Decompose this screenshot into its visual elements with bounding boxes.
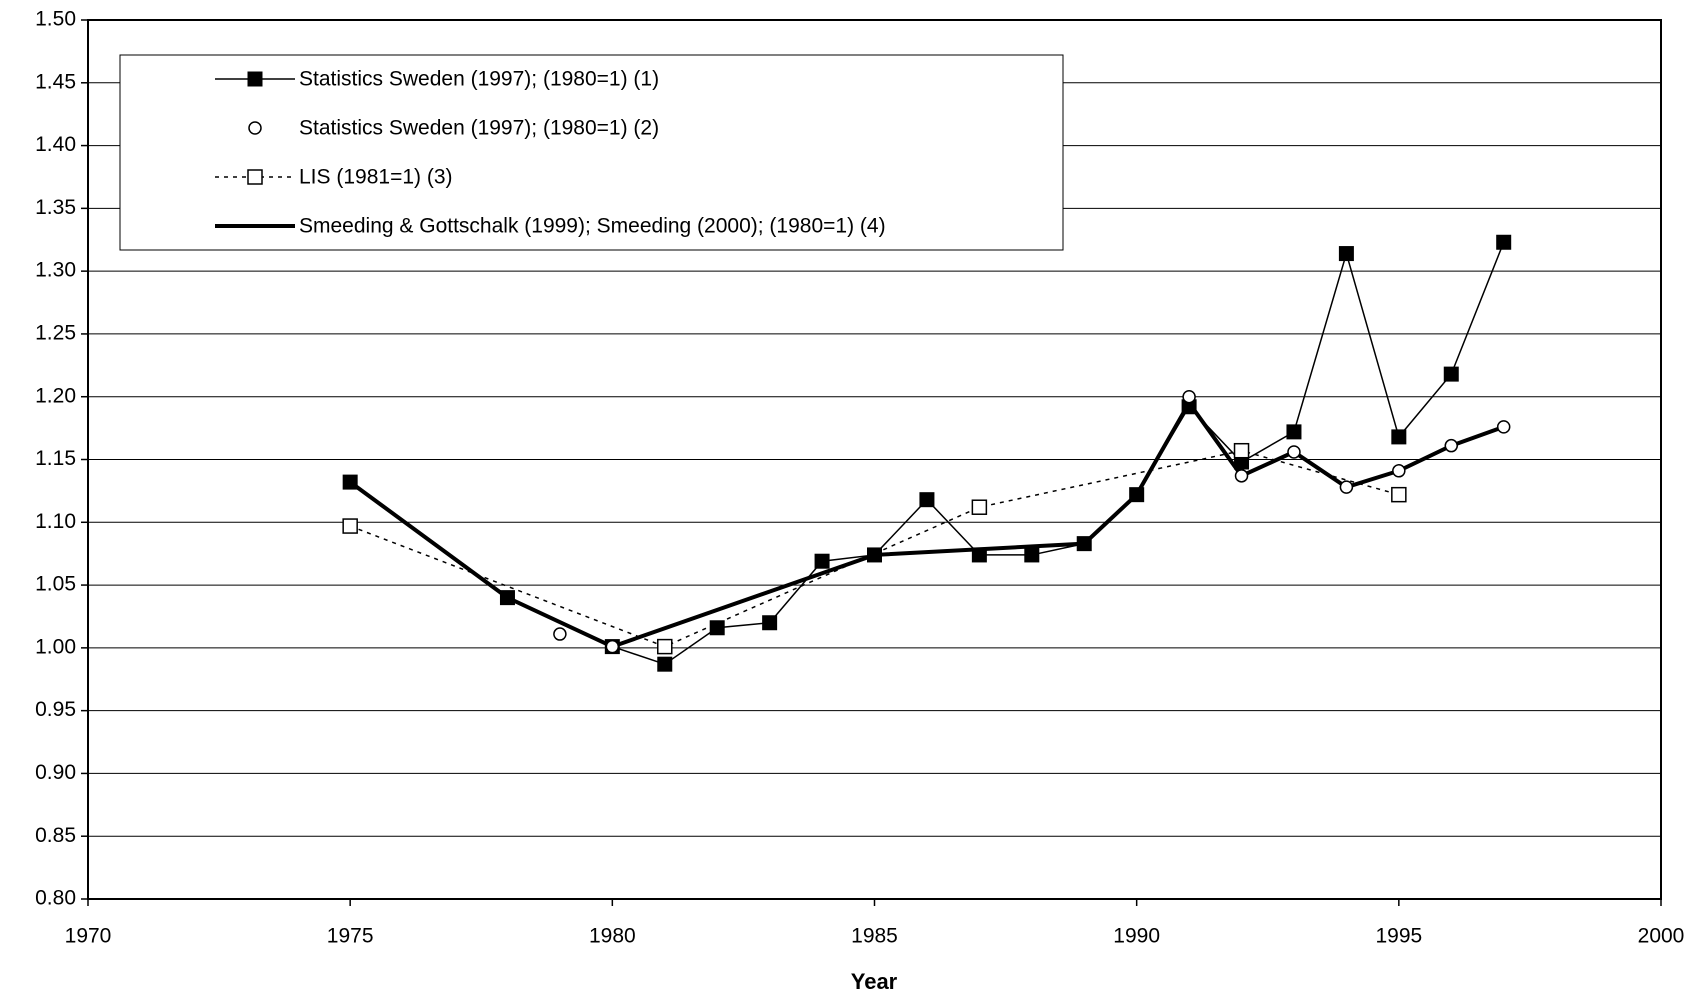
point [814, 553, 830, 569]
point [919, 492, 935, 508]
y-tick-label: 0.90 [35, 761, 76, 784]
point [709, 620, 725, 636]
y-tick-label: 1.25 [35, 321, 76, 344]
x-tick-label: 1970 [65, 925, 112, 948]
point [1444, 438, 1459, 453]
point [1339, 480, 1354, 494]
legend-box [119, 54, 1064, 251]
y-tick-label: 1.35 [35, 196, 76, 219]
point [499, 590, 515, 606]
legend-marker [247, 71, 263, 87]
series-line [348, 399, 1505, 649]
point [657, 656, 673, 672]
point [1443, 366, 1459, 382]
y-tick-label: 1.00 [35, 635, 76, 658]
series-line [349, 241, 1505, 666]
point [1391, 429, 1407, 445]
point [553, 627, 567, 641]
x-tick-label: 1980 [589, 925, 636, 948]
x-axis-label: Year [851, 969, 898, 993]
point [657, 638, 673, 655]
point [1496, 234, 1512, 250]
point [1234, 469, 1249, 483]
point [867, 547, 882, 563]
legend-label: LIS (1981=1) (3) [299, 166, 453, 189]
x-tick-label: 1975 [327, 925, 374, 948]
y-tick-label: 1.15 [35, 447, 76, 470]
y-tick-label: 1.05 [35, 573, 76, 596]
y-tick-label: 1.50 [35, 8, 76, 31]
legend-marker [247, 169, 263, 185]
x-tick-label: 1990 [1113, 925, 1160, 948]
x-tick-label: 2000 [1638, 925, 1685, 948]
y-tick-label: 1.30 [35, 259, 76, 282]
legend-label: Statistics Sweden (1997); (1980=1) (2) [299, 117, 659, 140]
point [342, 518, 358, 534]
point [1286, 424, 1302, 440]
point [1287, 445, 1301, 459]
point [762, 615, 778, 631]
point [971, 499, 988, 515]
point [605, 639, 620, 654]
y-tick-label: 1.20 [35, 384, 76, 407]
point [1338, 246, 1354, 262]
point [1129, 487, 1145, 503]
x-tick-label: 1985 [851, 925, 898, 948]
y-tick-label: 1.10 [35, 510, 76, 533]
point [1076, 536, 1092, 552]
point [1024, 547, 1040, 563]
y-tick-label: 0.95 [35, 698, 76, 721]
legend-label: Statistics Sweden (1997); (1980=1) (1) [299, 68, 659, 91]
point [1392, 464, 1406, 478]
point [1182, 389, 1196, 404]
y-tick-label: 1.45 [35, 70, 76, 93]
y-tick-label: 0.80 [35, 887, 76, 910]
point [1233, 442, 1250, 459]
point [971, 547, 987, 563]
x-tick-label: 1995 [1375, 925, 1422, 948]
point [342, 474, 358, 490]
plot-frame [87, 19, 1662, 900]
y-tick-label: 1.40 [35, 133, 76, 156]
y-tick-label: 0.85 [35, 824, 76, 847]
point [1391, 486, 1407, 503]
legend-label: Smeeding & Gottschalk (1999); Smeeding (… [299, 215, 886, 238]
point [1496, 420, 1511, 434]
legend-marker [248, 121, 262, 135]
